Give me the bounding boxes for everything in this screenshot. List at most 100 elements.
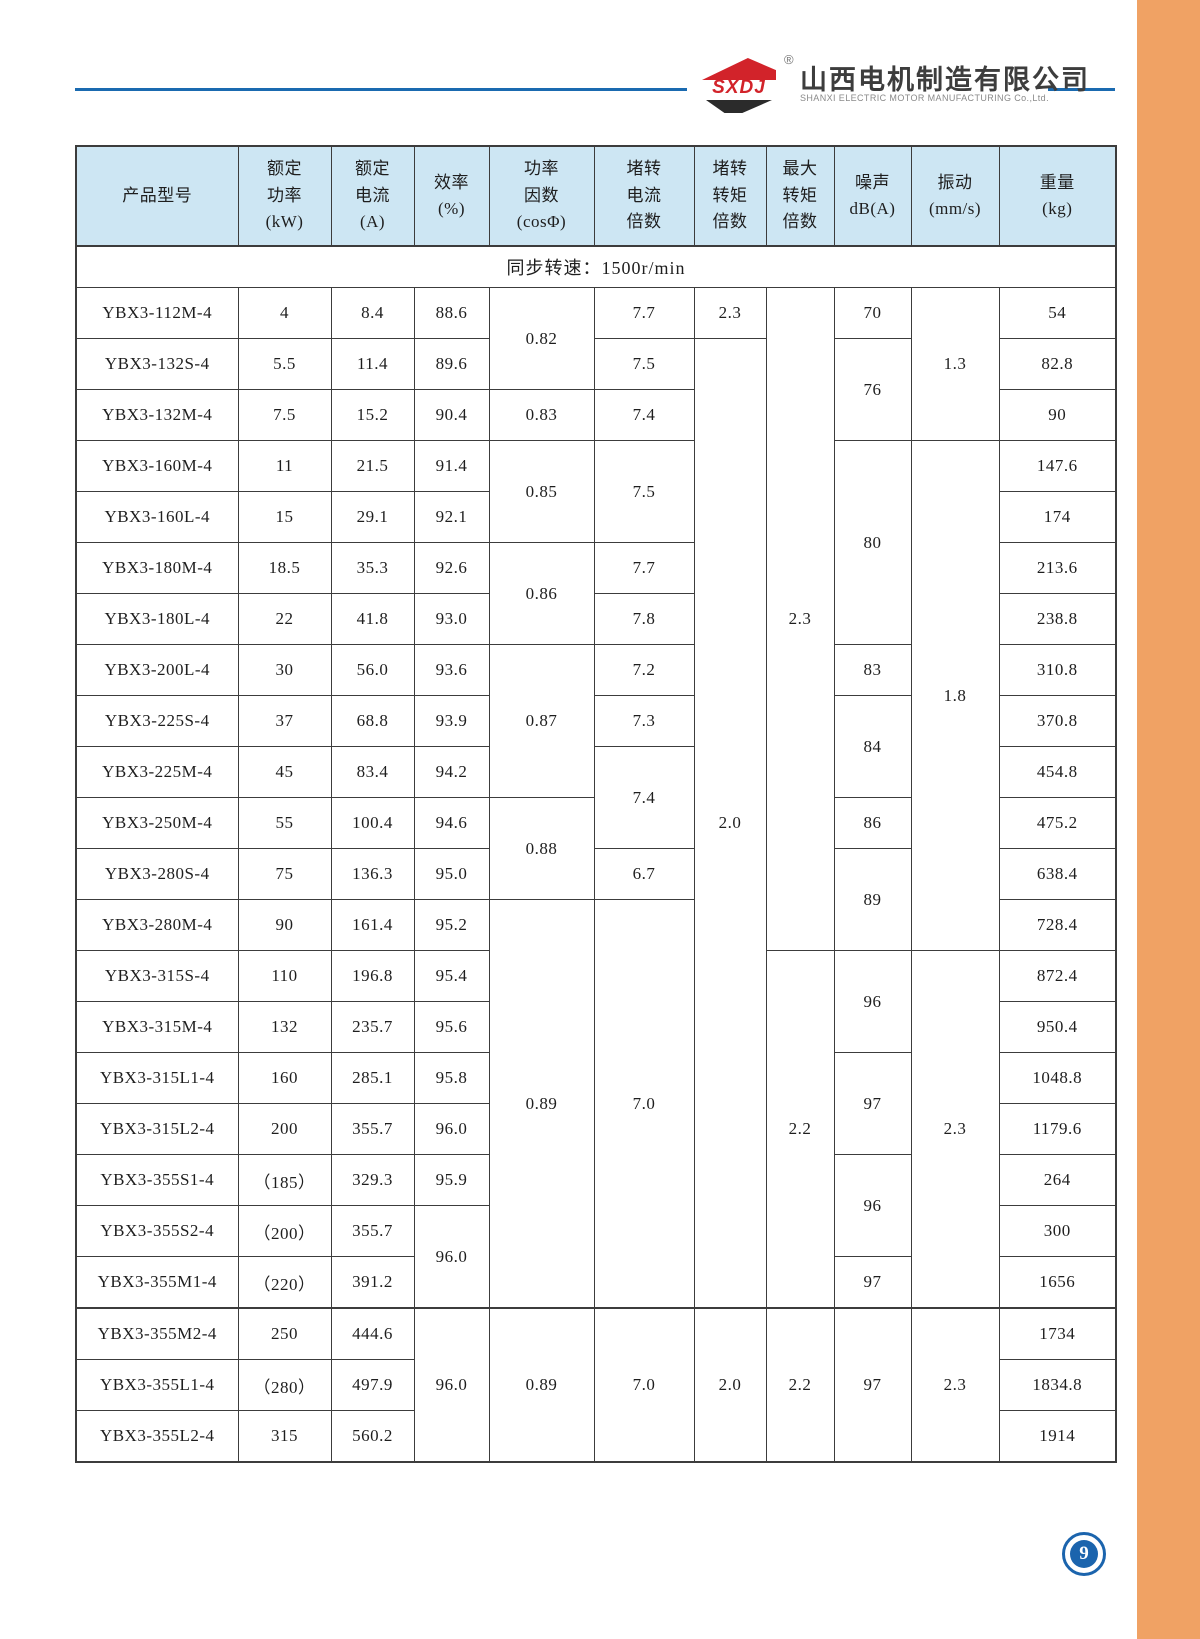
section-title-cell: 同步转速：1500r/min — [75, 245, 1117, 288]
table-cell: 4 — [237, 287, 332, 339]
table-cell: 1914 — [998, 1410, 1117, 1463]
table-cell: 110 — [237, 950, 332, 1002]
table-cell: 90.4 — [413, 389, 490, 441]
table-cell: 310.8 — [998, 644, 1117, 696]
table-cell: 7.0 — [593, 1307, 695, 1463]
table-cell: 370.8 — [998, 695, 1117, 747]
table-cell: 264 — [998, 1154, 1117, 1206]
table-cell: 86 — [833, 797, 912, 849]
table-row: YBX3-315L2-4 200 355.7 96.0 1179.6 — [75, 1103, 1117, 1155]
table-cell: 7.8 — [593, 593, 695, 645]
table-cell: 0.89 — [488, 899, 595, 1309]
table-cell: 2.3 — [910, 950, 1000, 1309]
table-cell: 41.8 — [330, 593, 415, 645]
table-cell: 37 — [237, 695, 332, 747]
table-cell: 6.7 — [593, 848, 695, 900]
table-cell: 18.5 — [237, 542, 332, 594]
table-cell: YBX3-355S2-4 — [75, 1205, 239, 1257]
table-cell: 196.8 — [330, 950, 415, 1002]
table-cell: 2.2 — [765, 950, 835, 1309]
table-cell: YBX3-280S-4 — [75, 848, 239, 900]
column-header: 堵转 电流 倍数 — [593, 145, 695, 247]
table-cell: 1734 — [998, 1307, 1117, 1360]
table-row: YBX3-132M-4 7.5 15.2 90.4 0.83 7.4 90 — [75, 389, 1117, 441]
header-rule-right — [1048, 88, 1115, 91]
table-cell: 93.6 — [413, 644, 490, 696]
table-cell: 92.6 — [413, 542, 490, 594]
table-row: YBX3-160M-4 11 21.5 91.4 0.85 7.5 80 1.8 147.6 — [75, 440, 1117, 951]
table-cell: 91.4 — [413, 440, 490, 492]
table-cell: 95.6 — [413, 1001, 490, 1053]
table-cell: 0.87 — [488, 644, 595, 798]
table-cell: 329.3 — [330, 1154, 415, 1206]
table-cell: 7.4 — [593, 746, 695, 849]
table-cell: 315 — [237, 1410, 332, 1463]
table-cell: YBX3-355S1-4 — [75, 1154, 239, 1206]
table-cell: 93.0 — [413, 593, 490, 645]
table-cell: 68.8 — [330, 695, 415, 747]
header-rule-left — [75, 88, 687, 91]
table-cell: 7.2 — [593, 644, 695, 696]
table-cell: YBX3-250M-4 — [75, 797, 239, 849]
table-cell: 22 — [237, 593, 332, 645]
column-header: 额定 电流 (A) — [330, 145, 415, 247]
table-cell: 0.82 — [488, 287, 595, 390]
table-cell: 200 — [237, 1103, 332, 1155]
table-cell: YBX3-315L1-4 — [75, 1052, 239, 1104]
table-cell: 235.7 — [330, 1001, 415, 1053]
table-cell: 8.4 — [330, 287, 415, 339]
column-header: 最大 转矩 倍数 — [765, 145, 835, 247]
table-cell: 88.6 — [413, 287, 490, 339]
table-cell: YBX3-160L-4 — [75, 491, 239, 543]
table-row: YBX3-355S2-4 （200） 355.7 96.0 300 — [75, 1205, 1117, 1309]
table-cell: 75 — [237, 848, 332, 900]
table-cell: 1179.6 — [998, 1103, 1117, 1155]
table-cell: 355.7 — [330, 1103, 415, 1155]
page-number-badge: 9 — [1062, 1532, 1106, 1576]
table-cell: YBX3-315M-4 — [75, 1001, 239, 1053]
table-cell: YBX3-355M2-4 — [75, 1307, 239, 1360]
table-cell: 7.4 — [593, 389, 695, 441]
table-cell: 0.83 — [488, 389, 595, 441]
logo-text: SXDJ — [712, 77, 766, 98]
table-cell: 2.3 — [910, 1307, 1000, 1463]
table-cell: 100.4 — [330, 797, 415, 849]
registered-trademark-icon: ® — [784, 52, 794, 67]
column-header: 额定 功率 (kW) — [237, 145, 332, 247]
table-cell: YBX3-355L1-4 — [75, 1359, 239, 1411]
column-header: 振动 (mm/s) — [910, 145, 1000, 247]
table-cell: YBX3-355L2-4 — [75, 1410, 239, 1463]
table-cell: 80 — [833, 440, 912, 645]
table-cell: YBX3-160M-4 — [75, 440, 239, 492]
column-header: 功率 因数 (cosΦ) — [488, 145, 595, 247]
table-cell: YBX3-355M1-4 — [75, 1256, 239, 1309]
table-row: YBX3-280S-4 75 136.3 95.0 6.7 89 638.4 — [75, 848, 1117, 951]
table-cell: 5.5 — [237, 338, 332, 390]
table-cell: 7.5 — [593, 440, 695, 543]
table-cell: 96.0 — [413, 1103, 490, 1155]
table-row: YBX3-355S1-4 （185） 329.3 95.9 96 264 — [75, 1154, 1117, 1257]
table-cell: 213.6 — [998, 542, 1117, 594]
table-cell: 0.86 — [488, 542, 595, 645]
table-cell: 2.3 — [765, 287, 835, 951]
table-cell: 89.6 — [413, 338, 490, 390]
table-cell: 1834.8 — [998, 1359, 1117, 1411]
table-cell: 15 — [237, 491, 332, 543]
header-row: 产品型号 额定 功率 (kW) 额定 电流 (A) 效率 (%) 功率 因数 (cosΦ… — [75, 145, 1117, 247]
table-cell: 1.8 — [910, 440, 1000, 951]
table-cell: 29.1 — [330, 491, 415, 543]
column-header: 产品型号 — [75, 145, 239, 247]
table-row: YBX3-225S-4 37 68.8 93.9 7.3 84 370.8 — [75, 695, 1117, 798]
table-cell: 950.4 — [998, 1001, 1117, 1053]
table-cell: 11 — [237, 440, 332, 492]
table-cell: YBX3-225S-4 — [75, 695, 239, 747]
table-cell: 7.0 — [593, 899, 695, 1309]
table-cell: 1048.8 — [998, 1052, 1117, 1104]
table-cell: 560.2 — [330, 1410, 415, 1463]
table-row: YBX3-132S-4 5.5 11.4 89.6 7.5 2.0 76 82.8 — [75, 338, 1117, 1309]
table-cell: 83.4 — [330, 746, 415, 798]
table-cell: 96 — [833, 950, 912, 1053]
table-cell: 30 — [237, 644, 332, 696]
table-cell: 454.8 — [998, 746, 1117, 798]
section-title-row: 同步转速：1500r/min — [75, 245, 1117, 288]
